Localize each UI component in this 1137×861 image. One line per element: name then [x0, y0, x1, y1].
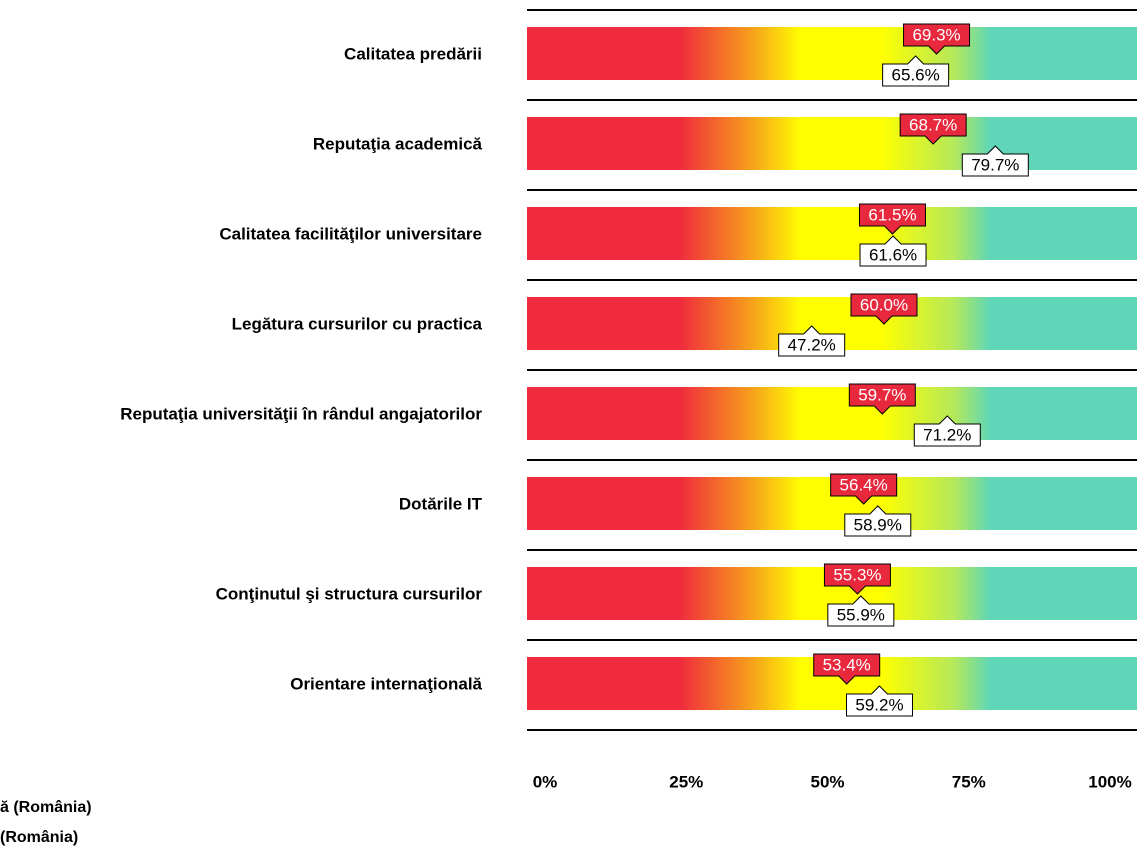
x-tick-label: 75% — [952, 772, 986, 791]
value-label: 47.2% — [788, 335, 836, 354]
value-marker — [899, 113, 967, 145]
category-label: Orientare internaţională — [290, 674, 482, 693]
value-label: 61.6% — [869, 245, 917, 264]
legend-entry: ă (România) — [0, 799, 92, 816]
value-marker — [823, 563, 891, 595]
category-label: Reputaţia universităţii în rândul angaja… — [120, 404, 482, 423]
value-label: 61.5% — [868, 205, 916, 224]
value-label: 56.4% — [840, 475, 888, 494]
gauge-band — [527, 207, 1137, 260]
value-label: 58.9% — [854, 515, 902, 534]
value-marker — [882, 55, 950, 87]
legend-entry: (România) — [0, 829, 78, 846]
value-marker — [903, 23, 971, 55]
value-marker — [848, 383, 916, 415]
value-marker — [859, 235, 927, 267]
value-marker — [913, 415, 981, 447]
gauge-band — [527, 117, 1137, 170]
x-tick-label: 100% — [1088, 772, 1131, 791]
value-label: 53.4% — [823, 655, 871, 674]
category-label: Calitatea facilităţilor universitare — [219, 224, 482, 243]
value-label: 71.2% — [923, 425, 971, 444]
value-marker — [827, 595, 895, 627]
value-label: 68.7% — [909, 115, 957, 134]
value-marker — [830, 473, 898, 505]
value-label: 55.3% — [833, 565, 881, 584]
x-tick-label: 50% — [810, 772, 844, 791]
value-label: 65.6% — [892, 65, 940, 84]
gauge-band — [527, 27, 1137, 80]
category-label: Conţinutul şi structura cursurilor — [216, 584, 483, 603]
category-label: Reputaţia academică — [313, 134, 483, 153]
value-marker — [961, 145, 1029, 177]
value-marker — [850, 293, 918, 325]
x-tick-label: 0% — [533, 772, 558, 791]
x-tick-label: 25% — [669, 772, 703, 791]
value-label: 55.9% — [837, 605, 885, 624]
value-label: 69.3% — [912, 25, 960, 44]
value-label: 59.7% — [858, 385, 906, 404]
category-label: Calitatea predării — [344, 44, 482, 63]
value-marker — [844, 505, 912, 537]
value-marker — [845, 685, 913, 717]
value-label: 60.0% — [860, 295, 908, 314]
category-label: Legătura cursurilor cu practica — [232, 314, 483, 333]
value-label: 59.2% — [855, 695, 903, 714]
value-marker — [858, 203, 926, 235]
value-marker — [813, 653, 881, 685]
category-label: Dotările IT — [399, 494, 483, 513]
value-marker — [778, 325, 846, 357]
value-label: 79.7% — [971, 155, 1019, 174]
gauge-band — [527, 387, 1137, 440]
